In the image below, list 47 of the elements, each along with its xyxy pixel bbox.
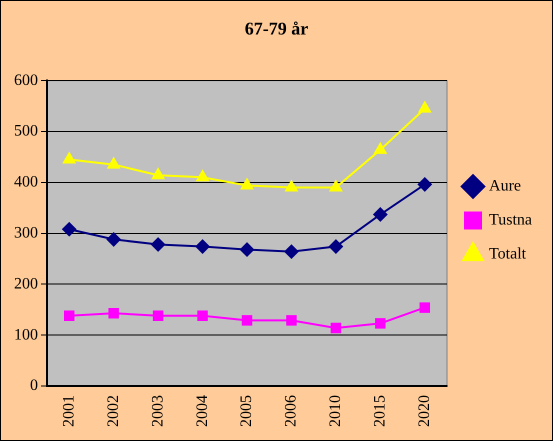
point	[420, 302, 430, 313]
point	[242, 315, 252, 326]
point	[152, 310, 164, 321]
legend-label: Tustna	[489, 212, 532, 229]
x-tick-label: 2015	[372, 395, 389, 427]
point	[375, 318, 386, 329]
point	[418, 177, 432, 192]
x-tick-label: 2005	[238, 395, 256, 427]
point	[106, 232, 121, 246]
point	[197, 310, 208, 321]
chart-title: 67-79 år	[244, 18, 308, 38]
x-tick-label: 2004	[194, 395, 211, 427]
x-tick-label: 2020	[416, 395, 433, 427]
point	[373, 207, 388, 222]
y-tick-label: 0	[30, 377, 38, 394]
point	[64, 310, 74, 321]
y-tick-label: 500	[14, 122, 38, 140]
point	[284, 244, 298, 259]
point	[418, 102, 431, 113]
point	[240, 242, 254, 257]
point	[196, 170, 209, 182]
point	[240, 178, 254, 190]
x-tick-label: 2002	[104, 395, 122, 427]
y-tick-label: 200	[14, 275, 38, 292]
point	[107, 158, 120, 169]
x-tick-label: 2001	[60, 395, 78, 427]
y-tick-label: 600	[14, 72, 38, 89]
y-tick-label: 100	[14, 326, 38, 344]
x-tick-label: 2003	[149, 395, 166, 427]
y-tick-label: 300	[14, 224, 38, 242]
point	[152, 168, 164, 180]
point	[285, 180, 298, 192]
point	[374, 142, 387, 154]
x-tick-label: 2006	[282, 395, 300, 427]
point	[196, 240, 210, 254]
point	[108, 308, 119, 318]
y-tick-label: 400	[14, 174, 38, 191]
point	[328, 240, 343, 254]
legend-label: Aure	[489, 178, 521, 195]
point	[62, 222, 76, 236]
legend-label: Totalt	[489, 246, 527, 263]
point	[330, 322, 342, 334]
x-tick-label: 2010	[327, 395, 344, 427]
point	[286, 315, 297, 326]
point	[330, 180, 342, 192]
point	[63, 152, 76, 164]
point	[151, 238, 166, 252]
